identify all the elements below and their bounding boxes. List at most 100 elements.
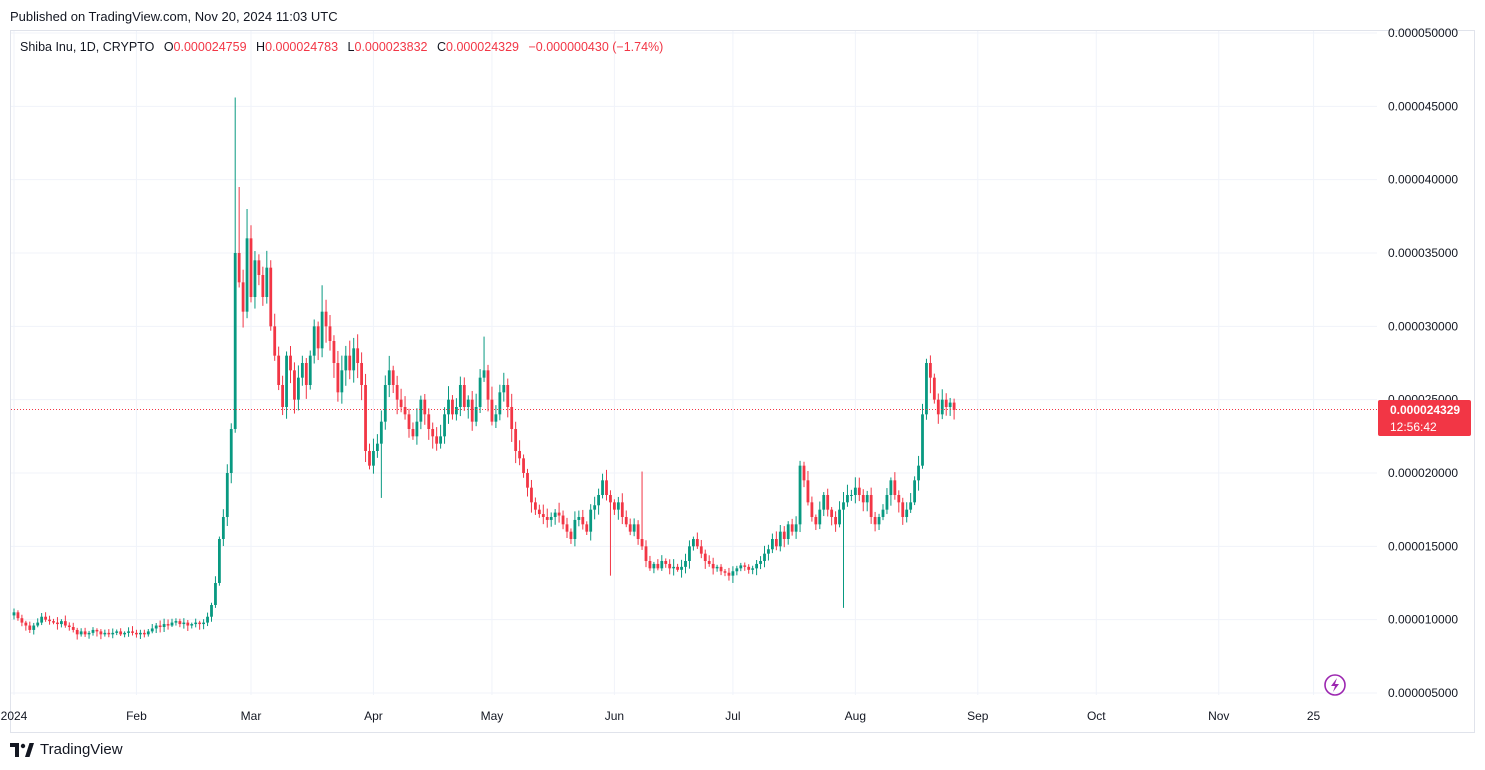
candle-body (178, 621, 182, 625)
x-tick-label: Nov (1208, 709, 1229, 723)
candle-body (403, 407, 407, 415)
candle-body (162, 624, 166, 627)
candle-body (498, 392, 502, 415)
x-tick-label: May (481, 709, 504, 723)
candle-body (360, 363, 363, 385)
candle-body (897, 495, 901, 503)
candle-body (48, 619, 51, 622)
candle-body (865, 495, 869, 503)
candle-body (229, 429, 233, 473)
candle-body (628, 524, 632, 532)
candle-body (348, 355, 352, 371)
x-tick-label: 25 (1307, 709, 1321, 723)
candle-body (233, 253, 237, 429)
candle-body (688, 546, 691, 561)
candle-body (723, 571, 727, 573)
x-tick-label: Sep (967, 709, 989, 723)
candle-body (771, 539, 774, 550)
candle-body (905, 509, 909, 517)
y-tick-label: 0.000020000 (1388, 466, 1458, 480)
candle-body (150, 628, 154, 632)
candle-body (857, 487, 861, 495)
candle-body (830, 509, 834, 517)
candle-body (885, 495, 889, 510)
candle-body (67, 625, 71, 627)
candle-body (154, 625, 158, 629)
lightning-icon[interactable] (1324, 674, 1346, 696)
candle-body (304, 363, 308, 385)
candle-body (297, 377, 300, 400)
candle-body (87, 632, 91, 635)
candle-body (127, 631, 130, 633)
candle-body (158, 625, 162, 627)
candle-body (834, 517, 837, 525)
candle-body (364, 385, 367, 451)
candle-body (439, 436, 442, 444)
candle-body (458, 385, 462, 407)
open-value: 0.000024759 (173, 40, 247, 54)
candle-body (597, 495, 600, 506)
candle-body (545, 517, 549, 520)
candle-body (12, 612, 16, 616)
candle-body (119, 631, 123, 635)
candle-body (379, 421, 383, 444)
symbol-info: Shiba Inu, 1D, CRYPTO (20, 40, 155, 54)
candle-body (146, 631, 150, 635)
candle-body (909, 502, 913, 510)
tradingview-logo-icon (10, 742, 34, 757)
candle-body (782, 531, 786, 539)
candle-body (368, 451, 371, 466)
y-tick-label: 0.000045000 (1388, 99, 1458, 113)
candle-body (692, 539, 695, 547)
candle-body (478, 377, 482, 407)
candle-body (917, 465, 920, 481)
candle-body (431, 429, 435, 437)
candle-body (644, 546, 648, 561)
candle-body (427, 414, 431, 429)
high-value: 0.000024783 (265, 40, 339, 54)
candle-body (249, 238, 253, 297)
candle-body (806, 480, 810, 503)
candle-body (530, 487, 533, 503)
candle-body (407, 414, 411, 429)
candle-body (206, 616, 209, 623)
candle-body (747, 566, 751, 570)
candle-body (549, 517, 553, 520)
candle-body (814, 517, 818, 525)
candle-body (115, 631, 119, 633)
candle-body (202, 622, 205, 625)
candle-body (676, 566, 679, 570)
price-tag-value: 0.000024329 (1390, 403, 1460, 417)
x-tick-label: Mar (241, 709, 262, 723)
candle-body (28, 625, 32, 630)
candle-body (312, 326, 316, 356)
x-tick-label: Jul (725, 709, 740, 723)
candle-body (569, 531, 573, 539)
candle-body (289, 355, 292, 371)
y-tick-label: 0.000010000 (1388, 613, 1458, 627)
candle-body (573, 519, 577, 539)
candle-body (20, 618, 24, 623)
candle-body (735, 568, 739, 572)
candle-body (423, 399, 427, 415)
candle-body (609, 495, 612, 503)
candle-body (340, 370, 344, 393)
candle-body (218, 539, 221, 583)
price-tag-countdown: 12:56:42 (1390, 420, 1437, 434)
candle-body (79, 631, 83, 635)
candle-body (731, 571, 735, 576)
candle-body (798, 465, 802, 525)
candle-body (853, 487, 857, 495)
candle-body (24, 622, 28, 626)
candle-body (63, 621, 67, 626)
candle-body (925, 363, 928, 415)
candle-body (565, 524, 569, 532)
candle-body (320, 311, 324, 349)
candle-body (751, 568, 755, 570)
price-tag-bg (1378, 400, 1471, 436)
candle-body (135, 632, 138, 635)
candle-body (881, 509, 885, 517)
candle-body (656, 563, 660, 569)
candle-body (790, 524, 794, 532)
